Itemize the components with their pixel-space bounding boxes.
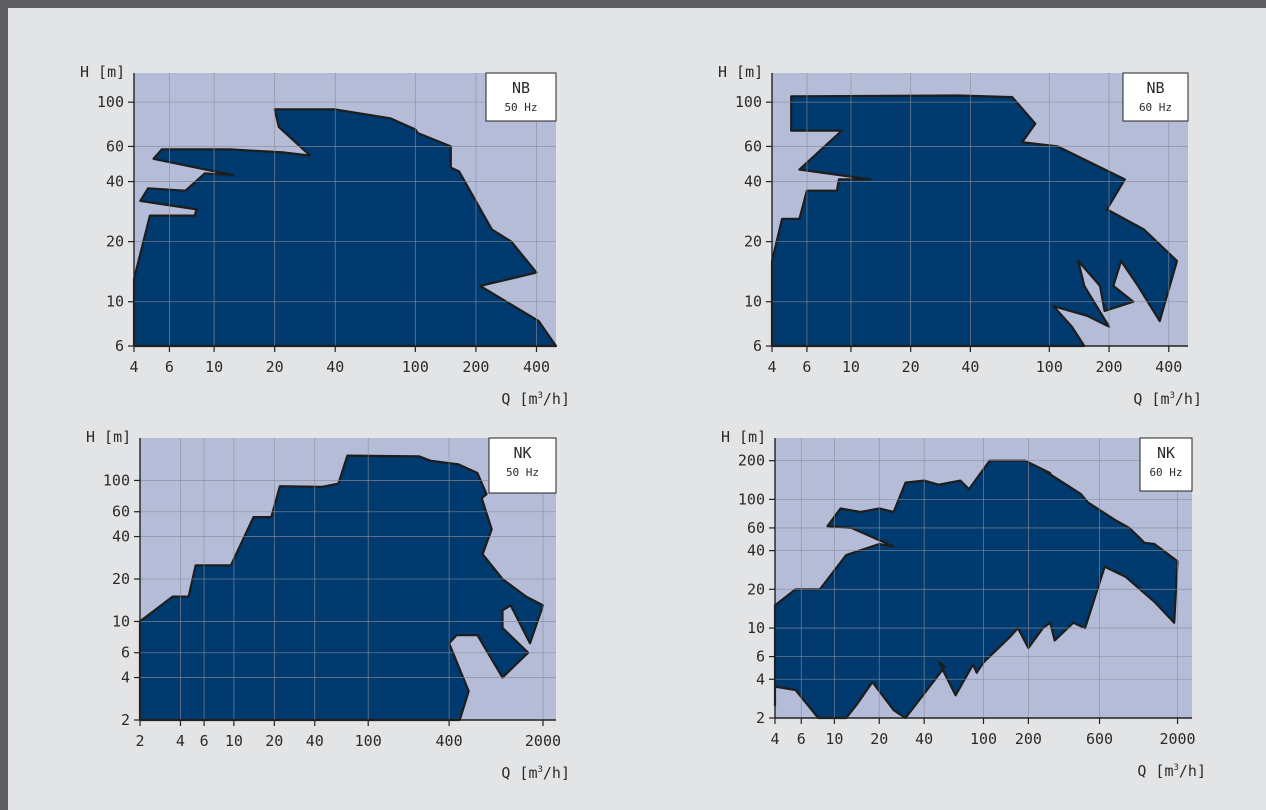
x-axis-label: Q [m3/h]	[1133, 390, 1202, 408]
legend-model: NB	[512, 79, 530, 97]
chart-nk-60: 4 6 10 20 40 100 200 600 200024610204060100200H …	[721, 428, 1206, 780]
x-axis-label: Q [m3/h]	[501, 764, 570, 782]
x-axis-label: Q [m3/h]	[501, 390, 570, 408]
x-tick-label: 2	[135, 732, 144, 750]
x-tick-label: 6	[797, 730, 806, 748]
x-tick-label: 4	[770, 730, 779, 748]
x-tick-label: 2000	[525, 732, 561, 750]
x-tick-label: 20	[870, 730, 888, 748]
y-tick-label: 6	[115, 337, 124, 355]
y-axis-label: H [m]	[86, 428, 131, 446]
page-sheet: 4 6 10 20 40 100 200 400 6 10 20 40 60 100 H [m] Q [m3/…	[8, 8, 1266, 810]
x-tick-label: 2000	[1159, 730, 1195, 748]
legend-box	[488, 437, 557, 494]
y-tick-label: 60	[112, 503, 130, 521]
y-tick-label: 100	[738, 490, 765, 508]
operating-range-area	[138, 454, 545, 722]
y-tick-label: 6	[756, 648, 765, 666]
x-tick-label: 40	[961, 358, 979, 376]
y-tick-label: 100	[735, 93, 762, 111]
y-tick-label: 100	[97, 93, 124, 111]
y-tick-label: 40	[747, 542, 765, 560]
legend-box	[1122, 72, 1189, 122]
legend-frequency: 50 Hz	[504, 101, 537, 114]
y-tick-label: 6	[753, 337, 762, 355]
legend-frequency: 50 Hz	[506, 466, 539, 479]
y-tick-label: 100	[103, 471, 130, 489]
x-tick-label: 40	[306, 732, 324, 750]
x-tick-label: 200	[462, 358, 489, 376]
x-tick-label: 4	[767, 358, 776, 376]
y-axis-label: H [m]	[718, 63, 763, 81]
legend-model: NB	[1146, 79, 1164, 97]
y-tick-label: 4	[121, 669, 130, 687]
x-tick-label: 4	[176, 732, 185, 750]
x-tick-label: 20	[902, 358, 920, 376]
x-tick-label: 400	[436, 732, 463, 750]
x-tick-label: 6	[200, 732, 209, 750]
x-tick-label: 10	[842, 358, 860, 376]
x-tick-label: 40	[915, 730, 933, 748]
y-tick-label: 200	[738, 452, 765, 470]
y-tick-label: 20	[112, 570, 130, 588]
x-axis-label: Q [m3/h]	[1137, 762, 1206, 780]
y-tick-label: 20	[106, 233, 124, 251]
y-tick-label: 20	[744, 233, 762, 251]
legend-frequency: 60 Hz	[1139, 101, 1172, 114]
y-tick-label: 20	[747, 580, 765, 598]
legend-box	[485, 72, 557, 122]
x-tick-label: 10	[225, 732, 243, 750]
x-tick-label: 400	[1155, 358, 1182, 376]
x-tick-label: 10	[205, 358, 223, 376]
y-tick-label: 2	[121, 711, 130, 729]
y-tick-label: 10	[747, 619, 765, 637]
x-tick-label: 40	[326, 358, 344, 376]
y-tick-label: 40	[112, 528, 130, 546]
legend-model: NK	[1157, 444, 1175, 462]
y-axis-label: H [m]	[80, 63, 125, 81]
x-tick-label: 6	[802, 358, 811, 376]
x-tick-label: 200	[1015, 730, 1042, 748]
x-tick-label: 200	[1096, 358, 1123, 376]
y-tick-label: 60	[744, 137, 762, 155]
x-tick-label: 20	[265, 732, 283, 750]
y-tick-label: 10	[106, 293, 124, 311]
y-tick-label: 60	[747, 519, 765, 537]
x-tick-label: 600	[1086, 730, 1113, 748]
x-tick-label: 100	[402, 358, 429, 376]
x-tick-label: 10	[825, 730, 843, 748]
x-tick-label: 20	[266, 358, 284, 376]
y-tick-label: 6	[121, 644, 130, 662]
y-tick-label: 40	[106, 173, 124, 191]
y-tick-label: 4	[756, 670, 765, 688]
y-tick-label: 2	[756, 709, 765, 727]
y-tick-label: 40	[744, 173, 762, 191]
x-tick-label: 4	[129, 358, 138, 376]
y-tick-label: 60	[106, 137, 124, 155]
x-tick-label: 6	[165, 358, 174, 376]
legend-frequency: 60 Hz	[1149, 466, 1182, 479]
x-tick-label: 400	[523, 358, 550, 376]
x-tick-label: 100	[355, 732, 382, 750]
legend-box	[1139, 437, 1193, 492]
y-axis-label: H [m]	[721, 428, 766, 446]
x-tick-label: 100	[970, 730, 997, 748]
y-tick-label: 10	[112, 612, 130, 630]
y-tick-label: 10	[744, 293, 762, 311]
x-tick-label: 100	[1036, 358, 1063, 376]
legend-model: NK	[513, 444, 531, 462]
